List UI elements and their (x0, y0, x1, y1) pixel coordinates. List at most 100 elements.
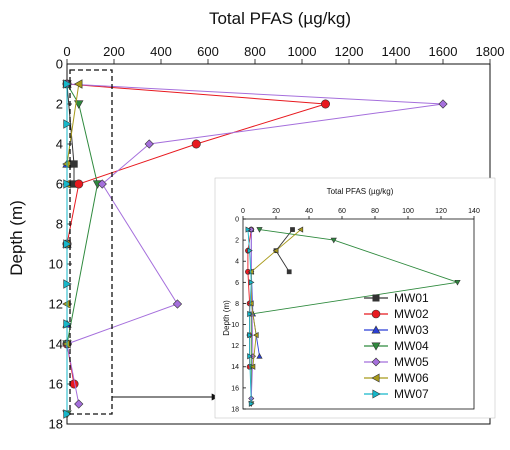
legend-item-mw04: MW04 (364, 339, 429, 353)
inset-x-tick-label: 140 (468, 208, 480, 215)
legend-marker (371, 325, 381, 334)
legend-item-mw02: MW02 (364, 307, 429, 321)
main-x-tick-label: 600 (197, 44, 219, 59)
inset-y-tick-label: 8 (235, 301, 239, 308)
main-y-tick-label: 18 (49, 417, 63, 432)
main-data-point (73, 79, 83, 89)
main-series (62, 79, 448, 419)
inset-y-tick-label: 14 (231, 364, 239, 371)
inset-y-ticks: 0 2 4 6 8 10 12 14 16 18 (231, 216, 246, 413)
main-x-tick-label: 1600 (429, 44, 458, 59)
inset-data-point (330, 237, 337, 244)
main-data-point (320, 99, 330, 109)
main-y-tick-label: 4 (56, 137, 63, 152)
main-series-mw04 (62, 80, 103, 419)
legend-marker (371, 309, 381, 319)
inset-data-point (247, 310, 253, 318)
inset-x-tick-label: 40 (305, 208, 313, 215)
inset-data-point (247, 247, 253, 254)
inset-y-tick-label: 2 (235, 238, 239, 245)
inset-data-point (297, 226, 304, 233)
inset-series-mw07 (245, 226, 255, 407)
inset-x-tick-label: 100 (402, 208, 414, 215)
main-x-axis-title: Total PFAS (µg/kg) (209, 9, 351, 28)
main-y-tick-label: 12 (49, 297, 63, 312)
inset-data-point (247, 332, 253, 339)
main-y-tick-label: 8 (56, 217, 63, 232)
inset-data-point (245, 226, 252, 233)
main-y-ticks: 0 2 4 6 8 10 12 14 16 18 (49, 57, 72, 432)
inset-y-tick-label: 6 (235, 280, 239, 287)
main-data-point (191, 139, 201, 149)
main-data-point (70, 160, 78, 168)
inset-x-tick-label: 60 (338, 208, 346, 215)
main-data-point (63, 239, 72, 249)
inset-data-point (256, 353, 263, 359)
main-y-tick-label: 0 (56, 57, 63, 72)
main-data-point (63, 319, 72, 329)
main-data-point (438, 99, 448, 109)
legend-marker (371, 357, 381, 367)
main-plot: Total PFAS (µg/kg) Depth (m) 0 200 400 600 8… (7, 9, 504, 432)
inset-y-tick-label: 18 (231, 406, 239, 413)
inset-data-point (290, 227, 295, 232)
main-x-ticks: 0 200 400 600 800 1000 1200 1400 1600 1800 (63, 44, 504, 64)
inset-data-point (252, 332, 259, 339)
main-series-mw07 (63, 79, 72, 419)
inset-data-point (272, 247, 279, 254)
inset-data-point (248, 300, 254, 307)
inset-y-tick-label: 16 (231, 385, 239, 392)
main-x-tick-label: 0 (63, 44, 70, 59)
legend: MW01 MW02 MW03 MW04 MW05 MW06 MW07 (364, 291, 429, 401)
main-data-point (63, 79, 72, 89)
inset-data-point (249, 363, 256, 370)
main-x-tick-label: 1800 (476, 44, 505, 59)
main-x-tick-label: 1000 (288, 44, 317, 59)
main-data-point (74, 179, 84, 189)
main-x-tick-label: 1200 (335, 44, 364, 59)
inset-x-tick-label: 120 (435, 208, 447, 215)
inset-data-point (256, 227, 263, 233)
inset-plot: Total PFAS (µg/kg) Depth (m) 0 20 40 60 80 10… (214, 177, 496, 419)
main-data-point (63, 119, 72, 129)
legend-item-mw03: MW03 (364, 323, 429, 337)
main-data-point (74, 100, 84, 109)
inset-x-axis-title: Total PFAS (µg/kg) (327, 187, 394, 196)
main-data-point (63, 179, 72, 189)
inset-data-point (248, 400, 255, 407)
inset-y-tick-label: 0 (235, 216, 239, 223)
main-data-point (63, 409, 72, 419)
legend-label: MW01 (394, 291, 429, 305)
inset-data-point (286, 269, 292, 275)
main-data-point (97, 179, 107, 189)
inset-x-tick-label: 0 (241, 208, 245, 215)
legend-marker (372, 294, 380, 302)
main-y-axis-title: Depth (m) (7, 200, 26, 276)
legend-label: MW02 (394, 307, 429, 321)
main-data-point (63, 279, 72, 289)
legend-marker (371, 342, 381, 351)
legend-item-mw01: MW01 (364, 291, 429, 305)
main-x-tick-label: 1400 (382, 44, 411, 59)
legend-item-mw05: MW05 (364, 355, 429, 369)
main-x-tick-label: 800 (244, 44, 266, 59)
legend-marker (371, 373, 380, 383)
main-data-point (74, 399, 84, 409)
legend-marker (372, 389, 381, 399)
inset-x-ticks: 0 20 40 60 80 100 120 140 (241, 208, 480, 219)
inset-y-tick-label: 4 (235, 259, 239, 266)
inset-x-tick-label: 20 (272, 208, 280, 215)
inset-plot-frame (242, 218, 475, 410)
legend-label: MW05 (394, 355, 429, 369)
main-y-tick-label: 14 (49, 337, 63, 352)
main-x-tick-label: 200 (103, 44, 125, 59)
main-y-tick-label: 2 (56, 97, 63, 112)
main-y-tick-label: 10 (49, 257, 63, 272)
main-x-tick-label: 400 (150, 44, 172, 59)
legend-item-mw06: MW06 (364, 371, 429, 385)
main-y-tick-label: 6 (56, 177, 63, 192)
inset-data-point (248, 279, 255, 286)
legend-label: MW06 (394, 371, 429, 385)
inset-data-point (247, 353, 253, 360)
